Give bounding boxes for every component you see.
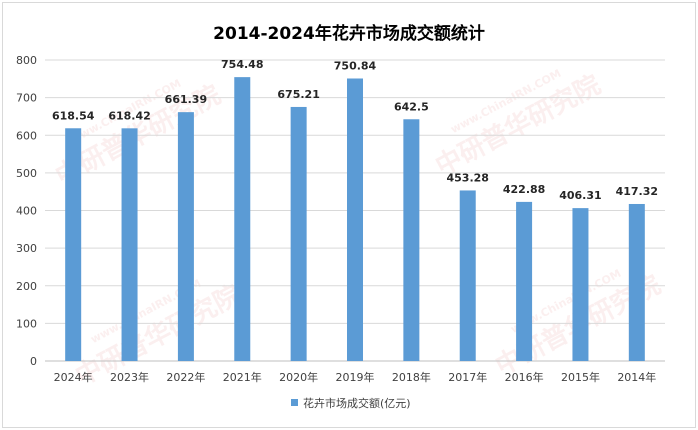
y-tick-label: 300 bbox=[16, 242, 37, 255]
x-tick-label: 2014年 bbox=[617, 370, 656, 384]
bar bbox=[347, 78, 363, 361]
x-tick-label: 2024年 bbox=[54, 370, 93, 384]
bar bbox=[65, 128, 82, 361]
data-label: 661.39 bbox=[165, 93, 207, 106]
data-label: 754.48 bbox=[221, 58, 263, 71]
bar bbox=[177, 112, 194, 362]
x-tick-label: 2019年 bbox=[336, 370, 375, 384]
chart-title: 2014-2024年花卉市场成交额统计 bbox=[213, 24, 485, 44]
bar bbox=[628, 203, 645, 361]
x-tick-label: 2016年 bbox=[505, 370, 544, 384]
data-label: 642.5 bbox=[394, 100, 429, 113]
y-tick-label: 700 bbox=[16, 92, 37, 105]
x-tick-label: 2022年 bbox=[166, 370, 205, 384]
bar bbox=[121, 128, 138, 361]
data-label: 406.31 bbox=[559, 189, 601, 202]
y-tick-label: 400 bbox=[16, 205, 37, 218]
x-tick-label: 2021年 bbox=[223, 370, 262, 384]
bar-chart: 0 100 200 300 400 500 600 700 800 618.54 2024年 618.… bbox=[16, 54, 665, 410]
y-tick-label: 800 bbox=[16, 54, 37, 67]
bar bbox=[403, 119, 420, 362]
x-tick-label: 2017年 bbox=[448, 370, 487, 384]
y-tick-label: 200 bbox=[16, 280, 37, 293]
y-tick-label: 0 bbox=[30, 355, 37, 368]
x-tick-label: 2015年 bbox=[561, 370, 600, 384]
data-label: 675.21 bbox=[277, 88, 319, 101]
y-tick-label: 100 bbox=[16, 317, 37, 330]
legend-swatch bbox=[291, 399, 298, 406]
bar bbox=[234, 77, 251, 362]
y-tick-label: 600 bbox=[16, 129, 37, 142]
x-tick-label: 2023年 bbox=[110, 370, 149, 384]
data-label: 417.32 bbox=[616, 185, 658, 198]
bar bbox=[572, 208, 589, 361]
y-tick-label: 500 bbox=[16, 167, 37, 180]
data-label: 422.88 bbox=[503, 183, 545, 196]
data-label: 618.54 bbox=[52, 109, 95, 122]
bar bbox=[290, 106, 307, 361]
bar bbox=[459, 190, 476, 361]
data-label: 618.42 bbox=[108, 109, 150, 122]
bar bbox=[516, 201, 533, 361]
data-label: 750.84 bbox=[334, 59, 377, 72]
data-label: 453.28 bbox=[447, 171, 489, 184]
x-tick-label: 2018年 bbox=[392, 370, 431, 384]
x-tick-label: 2020年 bbox=[279, 370, 318, 384]
legend-label: 花卉市场成交额(亿元) bbox=[303, 396, 411, 410]
